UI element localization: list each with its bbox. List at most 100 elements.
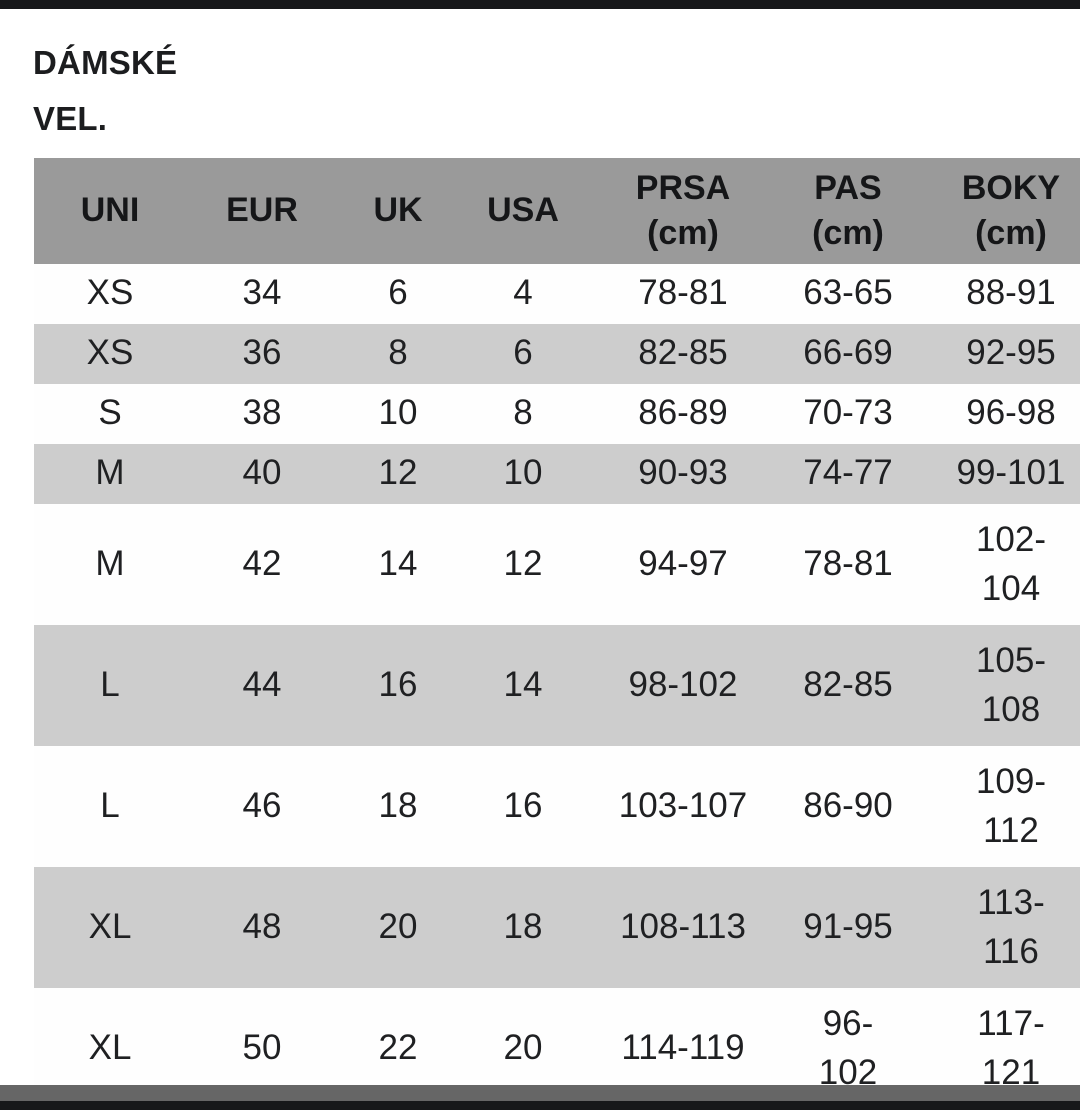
cell-boky: 109- 112 [918, 745, 1080, 867]
column-header-pas-unit: (cm) [812, 213, 884, 252]
table-row: M 40 12 10 90-93 74-77 99-101 [34, 443, 1080, 504]
table-row: XL 50 22 20 114-119 96- 102 117- 121 [34, 987, 1080, 1101]
cell-uni: L [34, 624, 186, 746]
cell-pas: 86-90 [778, 745, 918, 867]
column-header-uni: UNI [34, 158, 186, 264]
table-row: XS 36 8 6 82-85 66-69 92-95 [34, 323, 1080, 384]
cell-usa: 14 [458, 624, 588, 746]
cell-eur: 34 [186, 263, 338, 324]
cell-eur: 46 [186, 745, 338, 867]
cell-usa: 12 [458, 503, 588, 625]
cell-uk: 8 [338, 323, 458, 384]
cell-pas: 78-81 [778, 503, 918, 625]
column-header-boky-unit: (cm) [975, 213, 1047, 252]
cell-boky-line-2: 104 [981, 569, 1041, 609]
cell-boky: 99-101 [918, 443, 1080, 504]
column-header-prsa-unit: (cm) [647, 213, 719, 252]
cell-boky-line-2: 112 [983, 811, 1039, 851]
cell-prsa: 103-107 [588, 745, 778, 867]
cell-eur: 42 [186, 503, 338, 625]
cell-uk: 12 [338, 443, 458, 504]
column-header-uni-label: UNI [80, 191, 140, 230]
cell-pas: 63-65 [778, 263, 918, 324]
cell-pas-line-1: 96- [822, 1003, 874, 1043]
cell-uni: L [34, 745, 186, 867]
cell-uni: S [34, 383, 186, 444]
cell-uni: XS [34, 263, 186, 324]
cell-pas: 70-73 [778, 383, 918, 444]
column-header-boky-label: BOKY [961, 169, 1061, 207]
cell-uni: XL [34, 866, 186, 988]
cell-pas: 82-85 [778, 624, 918, 746]
cell-usa: 6 [458, 323, 588, 384]
cell-uk: 22 [338, 987, 458, 1101]
cell-uni: M [34, 443, 186, 504]
column-header-boky: BOKY (cm) [918, 158, 1080, 264]
page-title: DÁMSKÉ VEL. [0, 9, 263, 147]
column-header-pas: PAS (cm) [778, 158, 918, 264]
table-row: XL 48 20 18 108-113 91-95 113- 116 [34, 866, 1080, 988]
cell-prsa: 90-93 [588, 443, 778, 504]
top-frame-bar [0, 0, 1080, 9]
size-table-container: UNI EUR UK USA PRSA (cm) [34, 158, 1080, 1101]
cell-eur: 44 [186, 624, 338, 746]
cell-prsa: 98-102 [588, 624, 778, 746]
cell-uni: M [34, 503, 186, 625]
cell-boky-line-1: 105- [975, 640, 1047, 680]
table-row: L 44 16 14 98-102 82-85 105- 108 [34, 624, 1080, 746]
column-header-prsa-label: PRSA [635, 169, 731, 207]
header-row: UNI EUR UK USA PRSA (cm) [34, 158, 1080, 264]
cell-boky-line-1: 113- [977, 882, 1045, 922]
cell-uni: XS [34, 323, 186, 384]
cell-usa: 10 [458, 443, 588, 504]
column-header-uk-label: UK [373, 191, 423, 230]
cell-uk: 10 [338, 383, 458, 444]
column-header-prsa: PRSA (cm) [588, 158, 778, 264]
cell-usa: 16 [458, 745, 588, 867]
cell-uk: 20 [338, 866, 458, 988]
column-header-usa-label: USA [487, 191, 559, 230]
cell-uk: 6 [338, 263, 458, 324]
cell-boky-line-1: 102- [975, 519, 1047, 559]
cell-usa: 8 [458, 383, 588, 444]
cell-pas: 91-95 [778, 866, 918, 988]
cell-prsa: 82-85 [588, 323, 778, 384]
cell-usa: 18 [458, 866, 588, 988]
cell-eur: 48 [186, 866, 338, 988]
table-row: L 46 18 16 103-107 86-90 109- 112 [34, 745, 1080, 867]
cell-pas: 66-69 [778, 323, 918, 384]
cell-uk: 18 [338, 745, 458, 867]
cell-boky-line-1: 117- [977, 1003, 1045, 1043]
cell-prsa: 78-81 [588, 263, 778, 324]
cell-prsa: 108-113 [588, 866, 778, 988]
size-chart-page: DÁMSKÉ VEL. UNI EUR UK [0, 9, 1080, 1101]
cell-boky-line-2: 108 [981, 690, 1041, 730]
column-header-usa: USA [458, 158, 588, 264]
cell-boky-line-1: 109- [975, 761, 1047, 801]
cell-uk: 16 [338, 624, 458, 746]
cell-boky: 117- 121 [918, 987, 1080, 1101]
cell-prsa: 94-97 [588, 503, 778, 625]
column-header-eur-label: EUR [226, 191, 298, 230]
bottom-frame-bar [0, 1101, 1080, 1110]
table-row: M 42 14 12 94-97 78-81 102- 104 [34, 503, 1080, 625]
cell-pas: 74-77 [778, 443, 918, 504]
cell-prsa: 86-89 [588, 383, 778, 444]
column-header-pas-label: PAS [814, 169, 882, 207]
cell-eur: 36 [186, 323, 338, 384]
cell-eur: 38 [186, 383, 338, 444]
cell-usa: 4 [458, 263, 588, 324]
column-header-eur: EUR [186, 158, 338, 264]
cell-pas: 96- 102 [778, 987, 918, 1101]
cell-usa: 20 [458, 987, 588, 1101]
column-header-uk: UK [338, 158, 458, 264]
cell-eur: 40 [186, 443, 338, 504]
cell-boky: 92-95 [918, 323, 1080, 384]
cell-eur: 50 [186, 987, 338, 1101]
cell-uni: XL [34, 987, 186, 1101]
bottom-gray-bar [0, 1085, 1080, 1101]
table-row: XS 34 6 4 78-81 63-65 88-91 [34, 263, 1080, 324]
cell-boky: 113- 116 [918, 866, 1080, 988]
cell-boky: 105- 108 [918, 624, 1080, 746]
cell-prsa: 114-119 [588, 987, 778, 1101]
